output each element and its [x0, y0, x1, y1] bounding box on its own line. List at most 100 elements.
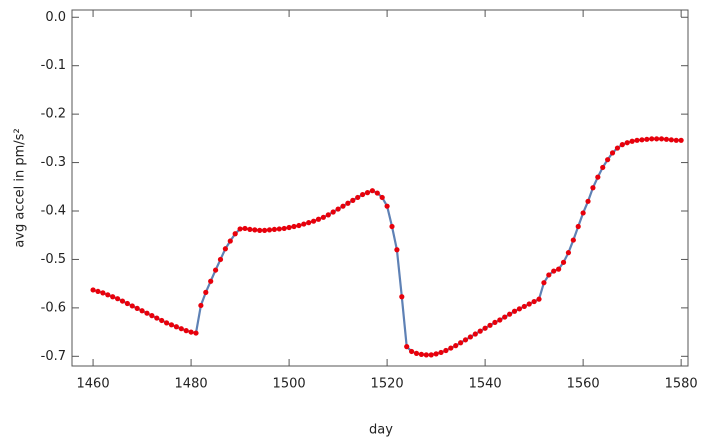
data-point	[110, 294, 116, 300]
data-point	[516, 306, 523, 312]
data-point	[364, 190, 371, 196]
data-point	[188, 329, 194, 335]
y-tick-label: -0.7	[41, 349, 66, 364]
data-point	[639, 137, 645, 143]
data-point	[423, 352, 429, 358]
data-point	[507, 311, 513, 317]
data-point	[340, 203, 346, 209]
y-tick-label: -0.1	[41, 58, 66, 73]
data-point	[443, 347, 449, 354]
data-point	[605, 157, 611, 163]
data-point	[511, 308, 518, 314]
data-point	[526, 301, 532, 307]
data-point	[232, 231, 238, 237]
x-tick-label: 1480	[175, 377, 208, 392]
x-tick-label: 1520	[371, 377, 404, 392]
data-point	[614, 145, 621, 151]
data-point	[330, 209, 336, 215]
data-point	[472, 331, 478, 337]
data-point	[310, 218, 317, 224]
data-point	[286, 224, 292, 231]
data-point	[629, 138, 635, 144]
data-point	[291, 223, 297, 230]
data-point	[624, 140, 630, 146]
data-point	[154, 315, 160, 321]
x-tick-label: 1500	[273, 377, 306, 392]
x-tick-label: 1460	[77, 377, 110, 392]
data-point	[247, 226, 253, 233]
data-point	[438, 349, 444, 356]
x-axis-label: day	[369, 423, 393, 438]
data-point	[644, 136, 650, 142]
plot-frame	[71, 9, 689, 367]
data-point	[281, 225, 287, 232]
data-point	[315, 216, 322, 222]
x-tick-label: 1540	[469, 377, 502, 392]
data-point	[296, 222, 302, 229]
data-point	[658, 136, 665, 142]
data-point	[129, 303, 135, 309]
data-point	[261, 227, 268, 233]
data-point	[467, 334, 474, 340]
data-point	[570, 237, 576, 243]
data-point	[212, 267, 219, 273]
data-point	[379, 194, 385, 201]
data-point	[227, 238, 233, 244]
data-point	[178, 326, 184, 332]
data-point	[453, 343, 459, 349]
data-point	[433, 351, 439, 357]
data-point	[634, 137, 640, 143]
data-point	[203, 289, 209, 295]
y-axis-label: avg accel in pm/s²	[13, 128, 28, 247]
data-point	[565, 250, 572, 256]
y-tick-label: -0.3	[41, 155, 66, 170]
data-point	[355, 194, 361, 201]
data-point	[252, 227, 258, 233]
data-point	[345, 200, 351, 206]
data-point	[399, 294, 405, 300]
data-point	[193, 330, 199, 336]
data-point	[144, 310, 150, 316]
data-point	[134, 305, 140, 311]
data-point	[301, 221, 307, 227]
data-point	[649, 136, 655, 142]
data-point	[609, 150, 616, 156]
x-tick-label: 1580	[665, 377, 698, 392]
data-point	[462, 337, 469, 343]
data-point	[237, 226, 243, 232]
data-point	[458, 340, 464, 346]
data-point	[105, 292, 111, 298]
data-point	[100, 290, 106, 296]
data-point	[580, 210, 586, 216]
data-point	[541, 280, 547, 286]
data-point	[575, 223, 581, 230]
data-point	[173, 324, 179, 330]
data-point	[271, 226, 277, 233]
data-point	[487, 322, 493, 328]
data-point	[139, 308, 145, 314]
data-point	[546, 272, 552, 278]
data-point	[551, 268, 557, 274]
data-point	[124, 300, 130, 307]
data-point	[389, 223, 395, 230]
data-point	[418, 351, 425, 357]
data-point	[374, 190, 380, 196]
data-point	[502, 314, 508, 320]
data-point	[266, 227, 273, 233]
data-point	[208, 278, 214, 284]
data-point	[360, 191, 366, 198]
data-point	[448, 345, 454, 351]
data-point	[585, 198, 591, 204]
data-point	[521, 303, 527, 310]
data-point	[477, 328, 483, 334]
data-point	[369, 188, 376, 194]
data-point	[600, 164, 606, 171]
data-point	[673, 137, 679, 143]
data-point	[306, 220, 312, 226]
data-point	[668, 137, 674, 143]
data-point	[159, 317, 165, 324]
data-point	[350, 197, 356, 203]
y-tick-label: -0.6	[41, 300, 66, 315]
data-point	[556, 266, 562, 272]
